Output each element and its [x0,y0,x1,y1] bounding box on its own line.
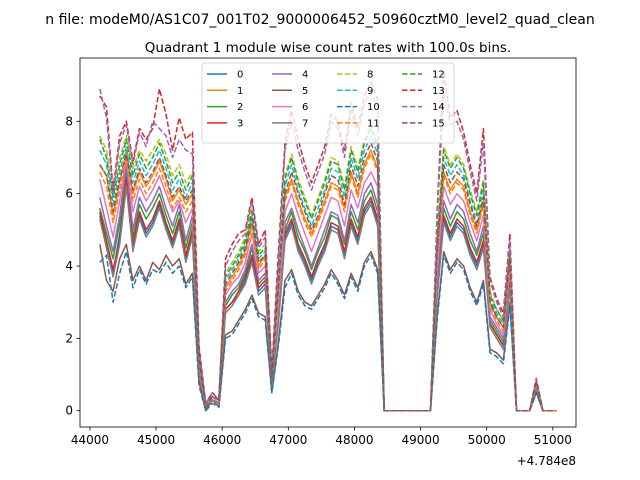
x-offset-label: +4.784e8 [517,454,576,468]
legend-label-0: 0 [237,70,243,81]
legend-label-3: 3 [237,118,243,129]
series-line-8 [99,124,557,412]
x-tick-label: 51000 [534,433,572,447]
y-tick-label: 0 [65,404,73,418]
x-tick-label: 48000 [335,433,373,447]
y-tick-label: 6 [65,187,73,201]
legend-label-6: 6 [302,102,308,113]
y-tick-label: 2 [65,331,73,345]
series-line-4 [99,163,557,412]
legend-box [201,62,455,144]
legend-label-1: 1 [237,86,243,97]
series-layer [99,69,557,412]
x-tick-label: 45000 [137,433,175,447]
x-tick-label: 49000 [401,433,439,447]
legend-label-11: 11 [367,118,380,129]
y-tick-label: 4 [65,259,73,273]
series-line-11 [99,153,557,412]
legend-label-9: 9 [367,86,373,97]
chart-title: Quadrant 1 module wise count rates with … [145,40,511,56]
x-tick-label: 47000 [269,433,307,447]
series-line-2 [99,171,557,412]
legend-label-12: 12 [432,70,445,81]
x-axis: 44000 45000 46000 47000 48000 49000 50000 51000 [71,427,572,447]
legend-label-15: 15 [432,118,445,129]
legend-label-7: 7 [302,118,308,129]
series-line-1 [99,149,557,412]
series-line-7 [99,185,557,412]
series-line-3 [99,178,557,412]
legend-label-5: 5 [302,86,308,97]
legend-label-8: 8 [367,70,373,81]
legend-label-13: 13 [432,86,445,97]
series-line-9 [99,135,557,412]
y-tick-label: 8 [65,114,73,128]
series-line-15 [99,142,557,412]
series-line-5 [99,243,557,412]
series-line-6 [99,156,557,412]
x-tick-label: 50000 [468,433,506,447]
x-tick-label: 44000 [71,433,109,447]
suptitle: n file: modeM0/AS1C07_001T02_9000006452_… [45,12,594,28]
legend-label-2: 2 [237,102,243,113]
y-axis: 0 2 4 6 8 [65,114,80,418]
plot-frame [79,57,577,428]
x-tick-label: 46000 [203,433,241,447]
series-line-12 [99,127,557,412]
legend-label-4: 4 [302,70,308,81]
legend-label-10: 10 [367,102,380,113]
legend-label-14: 14 [432,102,445,113]
series-line-0 [99,182,557,412]
series-line-10 [99,250,557,412]
